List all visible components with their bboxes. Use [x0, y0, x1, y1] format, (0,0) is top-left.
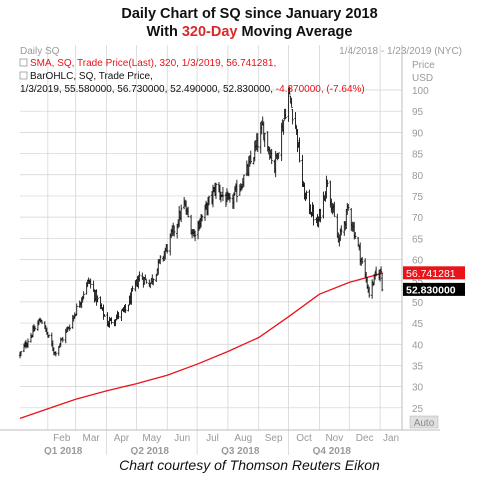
close-price-tag-label: 52.830000 — [406, 284, 456, 296]
y-tick-label: 95 — [412, 107, 424, 118]
y-tick-label: 90 — [412, 128, 424, 139]
y-tick-label: 50 — [412, 298, 424, 309]
price-axis-label: Price — [412, 60, 435, 71]
x-month-label: May — [142, 433, 161, 444]
y-tick-label: 80 — [412, 171, 424, 182]
panel-date-range: 1/4/2018 - 1/23/2019 (NYC) — [339, 46, 462, 57]
y-tick-label: 70 — [412, 213, 424, 224]
grid — [20, 45, 402, 430]
y-tick-label: 55 — [412, 277, 424, 288]
x-month-label: Nov — [325, 433, 343, 444]
x-quarter-label: Q1 2018 — [44, 446, 83, 455]
x-month-label: Jul — [206, 433, 219, 444]
x-month-label: Mar — [83, 433, 101, 444]
sma-series — [19, 272, 384, 420]
y-tick-label: 45 — [412, 319, 424, 330]
currency-label: USD — [412, 73, 433, 84]
y-tick-label: 40 — [412, 340, 424, 351]
auto-button[interactable] — [409, 415, 439, 429]
close-price-tag — [403, 282, 465, 296]
sma-price-tag — [403, 266, 465, 280]
y-tick-label: 65 — [412, 234, 424, 245]
y-tick-label: 30 — [412, 383, 424, 394]
x-month-label: Feb — [53, 433, 71, 444]
price-chart: 25 30 35 40 45 50 55 60 65 70 75 80 85 90 95 100 Feb Mar A… — [0, 40, 499, 455]
sma-line — [19, 272, 384, 420]
bar-legend-change: -4.370000, (-7.64%) — [276, 84, 365, 95]
y-tick-label: 75 — [412, 192, 424, 203]
bar-legend-values: 1/3/2019, 55.580000, 56.730000, 52.49000… — [20, 84, 365, 95]
y-tick-label: 35 — [412, 361, 424, 372]
x-quarter-label: Q2 2018 — [131, 446, 170, 455]
bar-legend-checkbox — [19, 71, 28, 80]
x-quarter-label: Q3 2018 — [221, 446, 260, 455]
x-month-label: Apr — [114, 433, 130, 444]
x-month-label: Jun — [174, 433, 190, 444]
ohlc-series — [18, 86, 384, 359]
chart-footer: Chart courtesy of Thomson Reuters Eikon — [119, 457, 380, 473]
bar-legend-ohlc-values: 1/3/2019, 55.580000, 56.730000, 52.49000… — [20, 84, 276, 95]
panel-name: Daily SQ — [20, 46, 60, 57]
x-month-label: Oct — [296, 433, 312, 444]
sma-legend-checkbox — [19, 58, 28, 67]
chart-subtitle: With 320-Day Moving Average — [0, 24, 499, 40]
y-tick-label: 25 — [412, 404, 424, 415]
sma-legend-text: SMA, SQ, Trade Price(Last), 320, 1/3/201… — [30, 58, 276, 69]
x-quarter-label: Q4 2018 — [313, 446, 352, 455]
bar-legend-text: BarOHLC, SQ, Trade Price, — [30, 71, 153, 82]
x-month-label: Dec — [356, 433, 374, 444]
chart-background — [0, 40, 499, 455]
axes: 25 30 35 40 45 50 55 60 65 70 75 80 85 90 95 100 Feb Mar A… — [0, 45, 465, 455]
subtitle-highlight: 320-Day — [181, 24, 238, 40]
subtitle-suffix: Moving Average — [237, 24, 353, 40]
x-month-label: Sep — [265, 433, 283, 444]
x-month-label: Aug — [234, 433, 252, 444]
x-month-label: Jan — [383, 433, 399, 444]
sma-price-tag-label: 56.741281 — [406, 268, 456, 280]
subtitle-prefix: With — [146, 24, 182, 40]
legend: Daily SQ 1/4/2018 - 1/23/2019 (NYC) Price U… — [19, 46, 462, 95]
y-tick-label: 85 — [412, 150, 424, 161]
chart-title: Daily Chart of SQ since January 2018 — [121, 6, 378, 22]
y-tick-label: 60 — [412, 256, 424, 267]
auto-button-label[interactable]: Auto — [414, 418, 435, 429]
y-tick-label: 100 — [412, 86, 429, 97]
